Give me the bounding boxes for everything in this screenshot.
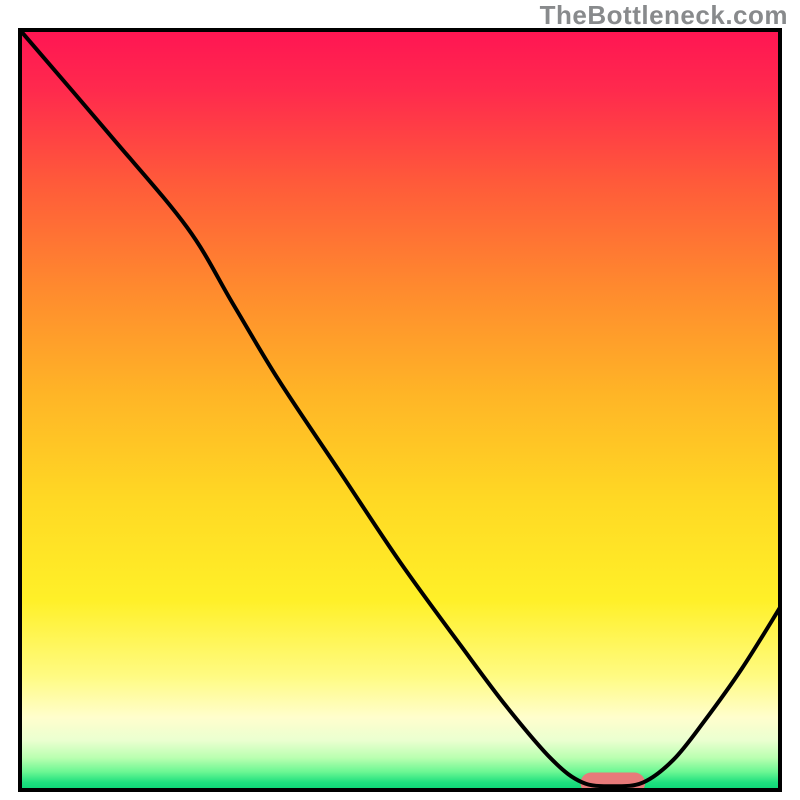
- gradient-background: [20, 30, 780, 790]
- chart-root: TheBottleneck.com: [0, 0, 800, 800]
- chart-svg: [0, 0, 800, 800]
